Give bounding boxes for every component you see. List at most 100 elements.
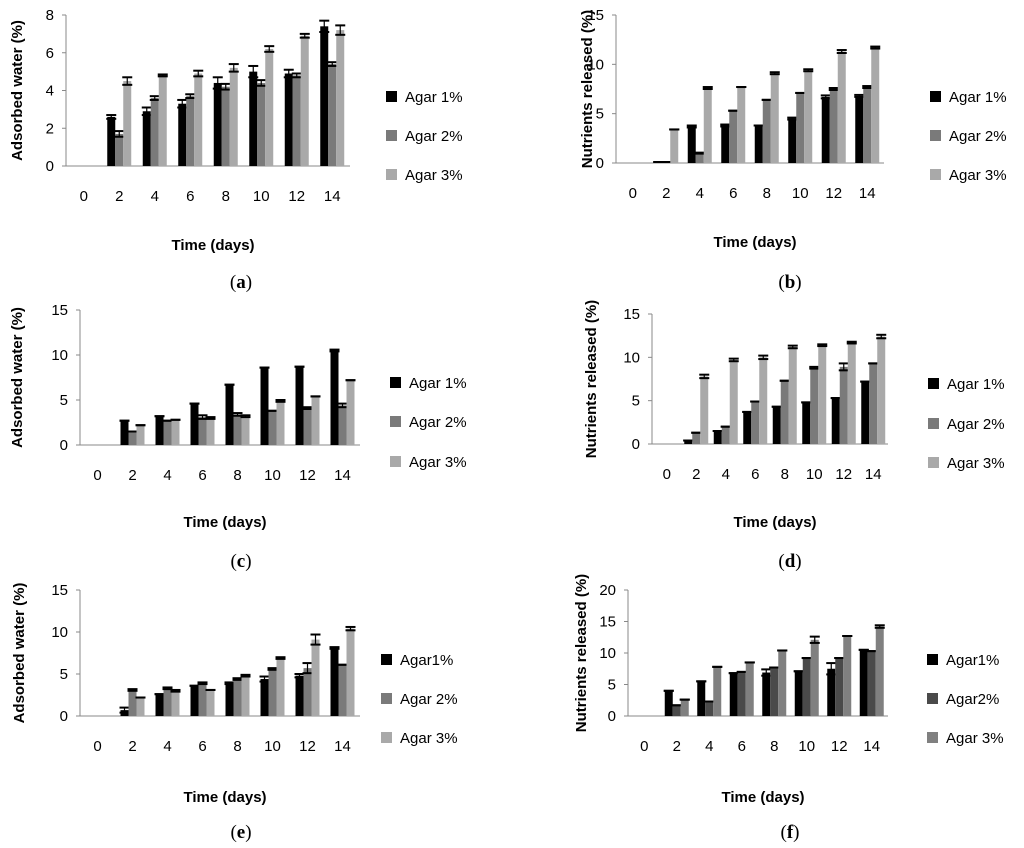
y-tick-label: 15 — [623, 306, 640, 323]
bar-f-s3-6 — [745, 662, 754, 716]
bar-b-s3-12 — [837, 51, 846, 163]
bar-e-s2-12 — [303, 668, 312, 716]
bar-a-s2-8 — [221, 86, 230, 166]
bar-b-s2-14 — [863, 87, 872, 163]
bar-d-s1-6 — [743, 411, 752, 444]
bar-f-s2-4 — [705, 701, 714, 716]
x-tick-label: 14 — [863, 738, 880, 755]
x-tick-label: 6 — [751, 466, 759, 483]
legend-label: Agar 2% — [409, 414, 467, 431]
legend-label: Agar 2% — [947, 416, 1005, 433]
bar-c-s3-4 — [171, 419, 180, 445]
y-tick-label: 15 — [587, 7, 604, 24]
x-tick-label: 12 — [835, 466, 852, 483]
bar-d-s2-2 — [692, 432, 701, 444]
legend-label: Agar 3% — [947, 455, 1005, 472]
bar-a-s1-6 — [178, 103, 187, 166]
x-tick-label: 8 — [233, 467, 241, 484]
chart-panel-f: 0 5 10 15 20 0 2 4 6 8 10 12 14 Nutrients released (%… — [573, 574, 1004, 843]
bar-e-s1-8 — [225, 683, 234, 716]
y-axis-title: Nutrients released (%) — [583, 300, 600, 458]
bar-d-s1-8 — [772, 406, 781, 444]
bar-d-s3-14 — [877, 336, 886, 444]
y-tick-label: 0 — [596, 155, 604, 172]
x-axis-title: Time (days) — [713, 234, 796, 251]
chart-panel-b: 0 5 10 15 0 2 4 6 8 10 12 14 Nutrients released (%) T… — [579, 7, 1007, 293]
bar-d-s2-14 — [869, 363, 878, 444]
bar-c-s3-2 — [136, 425, 145, 445]
x-tick-label: 12 — [288, 188, 305, 205]
bar-d-s2-4 — [721, 426, 730, 444]
y-tick-label: 5 — [60, 392, 68, 409]
bar-d-s2-6 — [751, 401, 760, 444]
bar-f-s2-10 — [802, 658, 811, 716]
y-axis-title: Nutrients released (%) — [573, 574, 590, 732]
bar-e-s2-4 — [163, 688, 172, 716]
legend-label: Agar 3% — [946, 730, 1004, 747]
legend-swatch — [927, 654, 938, 665]
legend-swatch — [927, 693, 938, 704]
bar-a-s3-14 — [336, 30, 345, 166]
x-tick-label: 0 — [663, 466, 671, 483]
x-tick-label: 0 — [640, 738, 648, 755]
x-tick-label: 14 — [334, 467, 351, 484]
bar-a-s3-10 — [265, 48, 274, 166]
bar-c-s1-12 — [295, 366, 304, 445]
bar-e-s1-6 — [190, 685, 199, 716]
bar-b-s2-10 — [796, 92, 805, 163]
legend-swatch — [928, 418, 939, 429]
bar-c-s3-10 — [276, 400, 285, 445]
bar-d-s2-12 — [839, 366, 848, 444]
bar-c-s1-4 — [155, 416, 164, 445]
bar-c-s1-10 — [260, 367, 269, 445]
x-axis-title: Time (days) — [183, 789, 266, 806]
y-tick-label: 6 — [46, 45, 54, 62]
bar-d-s1-10 — [802, 402, 811, 444]
bar-a-s3-8 — [229, 67, 238, 166]
legend-swatch — [386, 91, 397, 102]
x-tick-label: 10 — [792, 185, 809, 202]
bar-d-s3-10 — [818, 345, 827, 444]
bar-a-s2-10 — [257, 82, 266, 166]
legend: Agar 1% Agar 2% Agar 3% — [390, 375, 467, 471]
bar-a-s2-6 — [186, 96, 195, 166]
bar-c-s2-2 — [128, 431, 137, 445]
legend-label: Agar 2% — [949, 128, 1007, 145]
legend: Agar 1% Agar 2% Agar 3% — [928, 376, 1005, 472]
bar-b-s2-12 — [829, 89, 838, 163]
y-tick-label: 8 — [46, 7, 54, 24]
y-tick-label: 0 — [46, 158, 54, 175]
bar-c-s1-2 — [120, 420, 129, 445]
x-tick-label: 2 — [115, 188, 123, 205]
x-tick-label: 0 — [80, 188, 88, 205]
x-tick-label: 10 — [798, 738, 815, 755]
x-tick-label: 6 — [738, 738, 746, 755]
bar-e-s2-14 — [338, 664, 347, 716]
x-tick-label: 14 — [324, 188, 341, 205]
panel-caption: (f) — [781, 822, 800, 843]
bar-f-s3-10 — [810, 639, 819, 716]
x-tick-label: 4 — [705, 738, 713, 755]
x-tick-label: 12 — [825, 185, 842, 202]
legend-label: Agar1% — [400, 652, 453, 669]
bar-f-s3-4 — [713, 666, 722, 716]
bar-e-s1-12 — [295, 675, 304, 716]
legend-label: Agar 3% — [409, 454, 467, 471]
bar-b-s1-4 — [687, 126, 696, 163]
bar-e-s1-14 — [330, 647, 339, 716]
bar-c-s2-12 — [303, 408, 312, 445]
bar-b-s3-6 — [737, 87, 746, 163]
bar-d-s2-10 — [810, 367, 819, 444]
legend-swatch — [930, 130, 941, 141]
legend-swatch — [930, 169, 941, 180]
y-tick-label: 0 — [60, 437, 68, 454]
bar-a-s2-12 — [292, 75, 301, 166]
bar-f-s3-14 — [875, 626, 884, 716]
bar-b-s2-6 — [729, 110, 738, 163]
bar-d-s3-12 — [847, 342, 856, 444]
bar-b-s3-10 — [804, 70, 813, 163]
bar-b-s2-4 — [695, 153, 704, 163]
x-tick-label: 8 — [233, 738, 241, 755]
bar-e-s3-14 — [346, 628, 355, 716]
bar-b-s1-12 — [821, 96, 830, 163]
